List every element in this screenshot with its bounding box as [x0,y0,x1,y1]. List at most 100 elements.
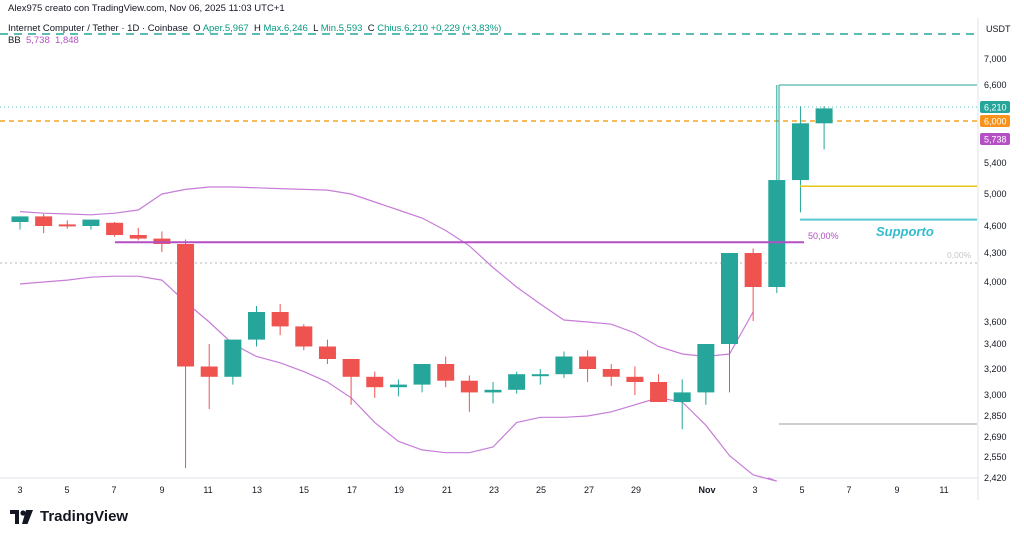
bb-label: BB [8,35,21,46]
candle-body [58,224,76,227]
bb-value-2: 1,848 [55,35,79,46]
candle-body [484,389,502,393]
candle-body [177,244,195,367]
y-tick-label: 2,420 [984,473,1007,483]
low-label: L [313,23,319,34]
x-tick-label: 27 [584,485,594,495]
y-tick-label: 3,600 [984,317,1007,327]
y-tick-label: 4,000 [984,277,1007,287]
x-tick-label: 15 [299,485,309,495]
candle-body [697,344,715,393]
y-tick-label: 3,000 [984,390,1007,400]
x-tick-label: 21 [442,485,452,495]
x-tick-label: 17 [347,485,357,495]
candle-body [437,364,455,381]
tradingview-brand: TradingView [40,508,129,525]
x-tick-label: 3 [752,485,757,495]
y-tick-label: 4,300 [984,248,1007,258]
close-value: Chius.6,210 +0,229 (+3,83%) [377,23,502,34]
y-tick-label: 5,000 [984,189,1007,199]
candle-body [650,382,668,402]
close-label: C [367,23,375,34]
symbol-legend: Internet Computer / Tether · 1D · Coinba… [8,23,501,34]
price-badge-label: 6,000 [984,117,1007,127]
candle-body [531,374,549,377]
y-tick-label: 6,600 [984,80,1007,90]
fib-50-label: 50,00% [808,231,839,241]
low-value: Min.5,593 [320,23,363,34]
x-tick-label: 7 [846,485,851,495]
candle-body [200,366,218,377]
candle-body [82,219,100,226]
candle-body [248,312,265,340]
candle-body [342,359,360,377]
candle-body [791,123,809,181]
candle-body [721,253,738,344]
candle-body [815,108,833,124]
tradingview-logo[interactable]: TradingView [10,508,128,525]
candle-body [11,216,29,222]
bb-upper-band [19,186,754,358]
candle-body [318,346,336,359]
open-value: Aper.5,967 [202,23,249,34]
x-tick-label: 9 [894,485,899,495]
candle-body [579,356,597,369]
x-tick-label: 11 [939,485,948,495]
x-tick-label: 9 [159,485,164,495]
candle-body [744,253,762,287]
candle-body [106,222,124,235]
high-value: Max.6,246 [263,23,308,34]
y-tick-label: 2,690 [984,432,1007,442]
x-tick-label: 19 [394,485,404,495]
x-tick-label: 3 [17,485,22,495]
price-badge [980,115,1010,127]
fib-0-label: 0,00% [947,250,972,260]
attribution: Alex975 creato con TradingView.com, Nov … [8,3,285,14]
candle-body [295,326,313,347]
y-tick-label: 4,600 [984,221,1007,231]
candle-body [389,384,407,388]
candle-body [413,364,431,385]
candle-body [460,380,478,393]
x-tick-label: Nov [698,485,715,495]
y-tick-label: 2,850 [984,411,1007,421]
candle-body [626,376,644,382]
x-tick-label: 11 [203,485,212,495]
price-badge [980,133,1010,145]
candle-body [508,374,526,390]
x-tick-label: 25 [536,485,546,495]
tradingview-logo-icon [10,509,33,524]
candle-body [224,339,242,377]
y-tick-label: 3,200 [984,364,1007,374]
candle-body [673,392,691,402]
currency-label: USDT [986,24,1011,34]
y-tick-label: 2,550 [984,452,1007,462]
y-tick-label: 3,400 [984,339,1007,349]
candle-body [555,356,573,375]
candle-body [602,369,620,377]
bb-legend: BB 5,738 1,848 [8,35,79,46]
high-label: H [253,23,261,34]
open-label: O [193,23,201,34]
price-badge [980,101,1010,113]
candle-body [35,216,53,226]
support-label: Supporto [876,224,934,239]
bb-value-1: 5,738 [25,35,50,46]
candle-body [129,235,147,239]
bb-lower-band [19,275,778,482]
x-tick-label: 29 [631,485,641,495]
y-tick-label: 7,000 [984,54,1007,64]
price-badge-label: 5,738 [984,135,1007,145]
price-badge-label: 6,210 [984,103,1007,113]
x-tick-label: 5 [799,485,804,495]
x-tick-label: 7 [111,485,116,495]
symbol-name: Internet Computer / Tether · 1D · Coinba… [8,23,188,34]
x-tick-label: 13 [252,485,262,495]
y-tick-label: 5,400 [984,158,1007,168]
x-tick-label: 5 [64,485,69,495]
candle-body [271,312,289,327]
candle-body [366,376,384,388]
candle-body [768,180,786,287]
